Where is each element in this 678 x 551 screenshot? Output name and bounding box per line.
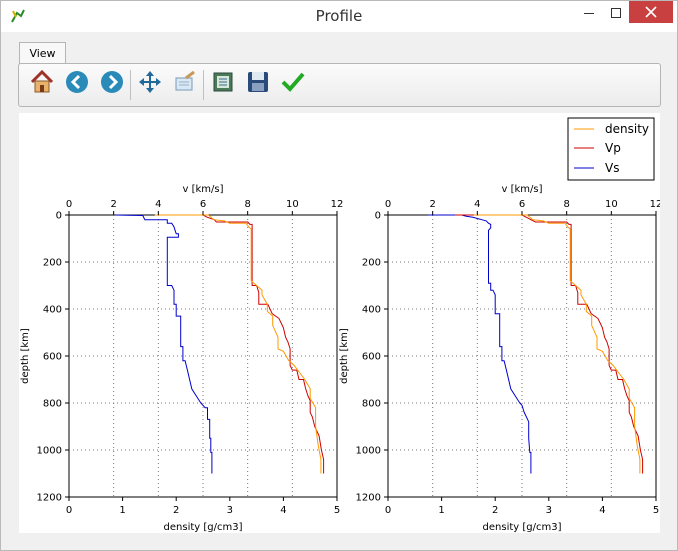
close-button[interactable]	[629, 1, 673, 23]
save-disk-icon	[245, 69, 271, 99]
series-line-density	[473, 214, 641, 474]
bottom-x-tick-label: 4	[280, 505, 286, 516]
pan-button[interactable]	[135, 69, 165, 99]
y-tick-label: 600	[362, 352, 381, 363]
legend-label-vp: Vp	[605, 141, 621, 155]
top-x-tick-label: 12	[331, 199, 344, 210]
bottom-x-tick-label: 1	[438, 505, 444, 516]
top-x-tick-label: 0	[66, 199, 72, 210]
window-title: Profile	[315, 7, 363, 25]
top-axis-label: v [km/s]	[501, 184, 542, 195]
title-bar[interactable]: Profile	[1, 1, 677, 32]
bottom-x-tick-label: 0	[66, 505, 72, 516]
grid	[69, 215, 337, 497]
top-x-tick-label: 8	[563, 199, 569, 210]
y-tick-label: 1000	[356, 446, 381, 457]
bottom-x-tick-label: 3	[227, 505, 233, 516]
y-axis-label: depth [km]	[339, 328, 350, 384]
home-icon	[29, 69, 55, 99]
bottom-x-tick-label: 4	[599, 505, 605, 516]
maximize-button[interactable]	[603, 1, 629, 23]
top-x-tick-label: 0	[385, 199, 391, 210]
series-line-vs	[115, 214, 213, 474]
top-x-tick-label: 12	[650, 199, 660, 210]
zoom-button[interactable]	[170, 69, 200, 99]
bottom-x-tick-label: 0	[385, 505, 391, 516]
move-icon	[138, 70, 162, 98]
legend-label-vs: Vs	[605, 161, 619, 175]
y-tick-label: 1200	[356, 493, 381, 504]
top-x-tick-label: 8	[244, 199, 250, 210]
series-line-vp	[156, 214, 325, 474]
y-tick-label: 200	[43, 258, 62, 269]
toolbar-separator	[130, 70, 131, 100]
y-tick-label: 0	[375, 211, 381, 222]
save-button[interactable]	[243, 69, 273, 99]
bottom-x-tick-label: 1	[119, 505, 125, 516]
plot-area: density Vp Vs 0 200 400 600 800 1000 1200 0 2 4 6 8…	[19, 113, 663, 533]
bottom-x-tick-label: 5	[653, 505, 659, 516]
grid	[388, 215, 656, 497]
y-tick-label: 400	[362, 305, 381, 316]
top-x-tick-label: 6	[200, 199, 206, 210]
top-x-tick-label: 2	[110, 199, 116, 210]
forward-arrow-icon	[100, 70, 124, 98]
app-icon	[9, 7, 27, 25]
top-x-tick-label: 10	[605, 199, 618, 210]
y-tick-label: 1200	[37, 493, 62, 504]
top-axis-label: v [km/s]	[182, 184, 223, 195]
y-tick-label: 800	[362, 399, 381, 410]
top-x-tick-label: 6	[519, 199, 525, 210]
maximize-icon	[611, 3, 621, 22]
y-tick-label: 200	[362, 258, 381, 269]
top-x-tick-label: 2	[429, 199, 435, 210]
bottom-x-tick-label: 5	[334, 505, 340, 516]
bottom-x-tick-label: 3	[546, 505, 552, 516]
forward-button[interactable]	[97, 69, 127, 99]
traces	[428, 214, 644, 474]
bottom-axis-label: density [g/cm3]	[164, 522, 243, 533]
close-icon	[645, 3, 657, 22]
minimize-button[interactable]	[575, 1, 603, 23]
series-line-vs	[428, 214, 532, 474]
y-axis-label: depth [km]	[20, 328, 31, 384]
home-button[interactable]	[27, 69, 57, 99]
y-tick-label: 600	[43, 352, 62, 363]
configure-subplots-icon	[210, 69, 236, 99]
toolbar	[18, 63, 661, 107]
legend-label-density: density	[605, 122, 649, 136]
bottom-axis-label: density [g/cm3]	[483, 522, 562, 533]
confirm-button[interactable]	[278, 69, 308, 99]
top-x-tick-label: 4	[474, 199, 480, 210]
toolbar-separator	[203, 70, 204, 100]
minimize-icon	[584, 3, 594, 22]
configure-button[interactable]	[208, 69, 238, 99]
y-tick-label: 1000	[37, 446, 62, 457]
y-tick-label: 800	[43, 399, 62, 410]
bottom-x-tick-label: 2	[492, 505, 498, 516]
traces	[115, 214, 325, 474]
y-tick-label: 400	[43, 305, 62, 316]
series-line-vp	[455, 214, 644, 474]
zoom-rect-icon	[172, 69, 198, 99]
back-button[interactable]	[62, 69, 92, 99]
legend: density Vp Vs	[567, 117, 655, 181]
checkmark-icon	[280, 69, 306, 99]
top-x-tick-label: 4	[155, 199, 161, 210]
back-arrow-icon	[65, 70, 89, 98]
tab-view[interactable]: View	[19, 42, 66, 65]
y-tick-label: 0	[56, 211, 62, 222]
series-line-density	[154, 214, 322, 474]
top-x-tick-label: 10	[286, 199, 299, 210]
bottom-x-tick-label: 2	[173, 505, 179, 516]
